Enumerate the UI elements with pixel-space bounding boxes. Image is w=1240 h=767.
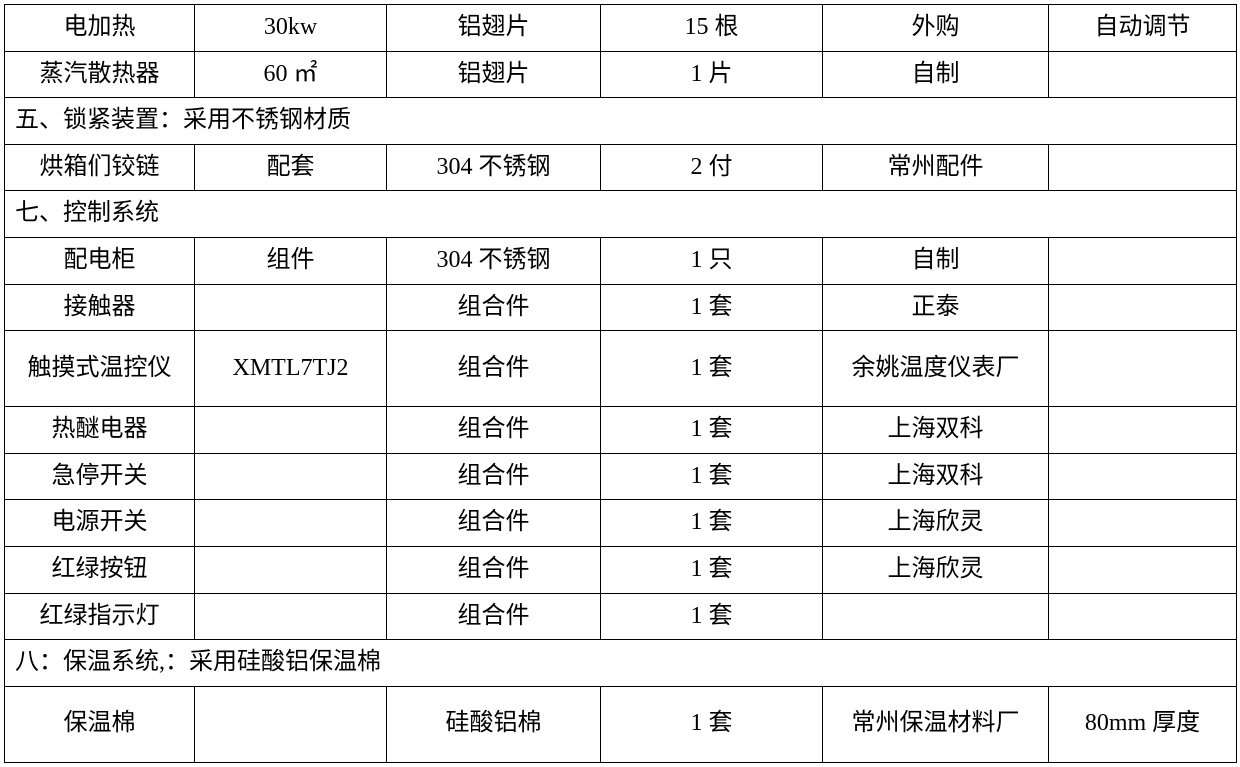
cell: 304 不锈钢 xyxy=(387,237,601,284)
cell: 1 套 xyxy=(601,453,823,500)
cell: 组合件 xyxy=(387,331,601,407)
cell: 常州保温材料厂 xyxy=(823,686,1049,762)
cell: 电源开关 xyxy=(5,500,195,547)
cell: 触摸式温控仪 xyxy=(5,331,195,407)
cell xyxy=(1049,284,1237,331)
cell xyxy=(1049,500,1237,547)
cell: 蒸汽散热器 xyxy=(5,51,195,98)
cell: 电加热 xyxy=(5,5,195,52)
cell: 1 套 xyxy=(601,593,823,640)
cell: 1 片 xyxy=(601,51,823,98)
table-row: 红绿指示灯 组合件 1 套 xyxy=(5,593,1237,640)
section-row: 八：保温系统,：采用硅酸铝保温棉 xyxy=(5,640,1237,687)
cell: 烘箱们铰链 xyxy=(5,144,195,191)
cell xyxy=(195,546,387,593)
cell: 1 套 xyxy=(601,686,823,762)
cell xyxy=(1049,51,1237,98)
cell: 80mm 厚度 xyxy=(1049,686,1237,762)
cell: 组合件 xyxy=(387,284,601,331)
section-header: 七、控制系统 xyxy=(5,191,1237,238)
cell: 组合件 xyxy=(387,407,601,454)
cell: 上海双科 xyxy=(823,407,1049,454)
table-row: 配电柜 组件 304 不锈钢 1 只 自制 xyxy=(5,237,1237,284)
cell: 红绿指示灯 xyxy=(5,593,195,640)
table-row: 电源开关 组合件 1 套 上海欣灵 xyxy=(5,500,1237,547)
cell: 2 付 xyxy=(601,144,823,191)
cell xyxy=(1049,144,1237,191)
cell: 外购 xyxy=(823,5,1049,52)
cell: 热醚电器 xyxy=(5,407,195,454)
cell xyxy=(1049,453,1237,500)
cell xyxy=(1049,407,1237,454)
cell: 配套 xyxy=(195,144,387,191)
table-body: 电加热 30kw 铝翅片 15 根 外购 自动调节 蒸汽散热器 60 ㎡ 铝翅片… xyxy=(5,5,1237,763)
cell xyxy=(195,453,387,500)
cell xyxy=(823,593,1049,640)
cell: 硅酸铝棉 xyxy=(387,686,601,762)
table-row: 保温棉 硅酸铝棉 1 套 常州保温材料厂 80mm 厚度 xyxy=(5,686,1237,762)
cell: 余姚温度仪表厂 xyxy=(823,331,1049,407)
cell: 组合件 xyxy=(387,500,601,547)
cell: 组合件 xyxy=(387,546,601,593)
table-row: 烘箱们铰链 配套 304 不锈钢 2 付 常州配件 xyxy=(5,144,1237,191)
table-row: 热醚电器 组合件 1 套 上海双科 xyxy=(5,407,1237,454)
cell: 自制 xyxy=(823,51,1049,98)
cell: 上海双科 xyxy=(823,453,1049,500)
cell: 1 只 xyxy=(601,237,823,284)
table-row: 接触器 组合件 1 套 正泰 xyxy=(5,284,1237,331)
cell: 1 套 xyxy=(601,546,823,593)
cell: 保温棉 xyxy=(5,686,195,762)
section-row: 五、锁紧装置：采用不锈钢材质 xyxy=(5,98,1237,145)
cell xyxy=(1049,237,1237,284)
table-row: 触摸式温控仪 XMTL7TJ2 组合件 1 套 余姚温度仪表厂 xyxy=(5,331,1237,407)
cell xyxy=(195,407,387,454)
cell: 铝翅片 xyxy=(387,51,601,98)
cell xyxy=(195,500,387,547)
table-row: 蒸汽散热器 60 ㎡ 铝翅片 1 片 自制 xyxy=(5,51,1237,98)
cell: 30kw xyxy=(195,5,387,52)
cell: 自动调节 xyxy=(1049,5,1237,52)
cell: 1 套 xyxy=(601,500,823,547)
section-row: 七、控制系统 xyxy=(5,191,1237,238)
cell: 1 套 xyxy=(601,407,823,454)
cell: 接触器 xyxy=(5,284,195,331)
cell: 60 ㎡ xyxy=(195,51,387,98)
cell: 组合件 xyxy=(387,453,601,500)
cell: 1 套 xyxy=(601,284,823,331)
cell: 15 根 xyxy=(601,5,823,52)
cell: 上海欣灵 xyxy=(823,546,1049,593)
cell: 常州配件 xyxy=(823,144,1049,191)
cell: 急停开关 xyxy=(5,453,195,500)
cell xyxy=(1049,593,1237,640)
cell: 正泰 xyxy=(823,284,1049,331)
cell xyxy=(1049,546,1237,593)
table-row: 电加热 30kw 铝翅片 15 根 外购 自动调节 xyxy=(5,5,1237,52)
cell: 304 不锈钢 xyxy=(387,144,601,191)
cell xyxy=(1049,331,1237,407)
cell: 组件 xyxy=(195,237,387,284)
cell xyxy=(195,284,387,331)
cell xyxy=(195,686,387,762)
cell: 上海欣灵 xyxy=(823,500,1049,547)
section-header: 八：保温系统,：采用硅酸铝保温棉 xyxy=(5,640,1237,687)
cell: 配电柜 xyxy=(5,237,195,284)
cell: 铝翅片 xyxy=(387,5,601,52)
cell: 自制 xyxy=(823,237,1049,284)
cell: 组合件 xyxy=(387,593,601,640)
cell: XMTL7TJ2 xyxy=(195,331,387,407)
table-row: 急停开关 组合件 1 套 上海双科 xyxy=(5,453,1237,500)
cell: 1 套 xyxy=(601,331,823,407)
table-row: 红绿按钮 组合件 1 套 上海欣灵 xyxy=(5,546,1237,593)
spec-table: 电加热 30kw 铝翅片 15 根 外购 自动调节 蒸汽散热器 60 ㎡ 铝翅片… xyxy=(4,4,1237,763)
cell: 红绿按钮 xyxy=(5,546,195,593)
cell xyxy=(195,593,387,640)
section-header: 五、锁紧装置：采用不锈钢材质 xyxy=(5,98,1237,145)
